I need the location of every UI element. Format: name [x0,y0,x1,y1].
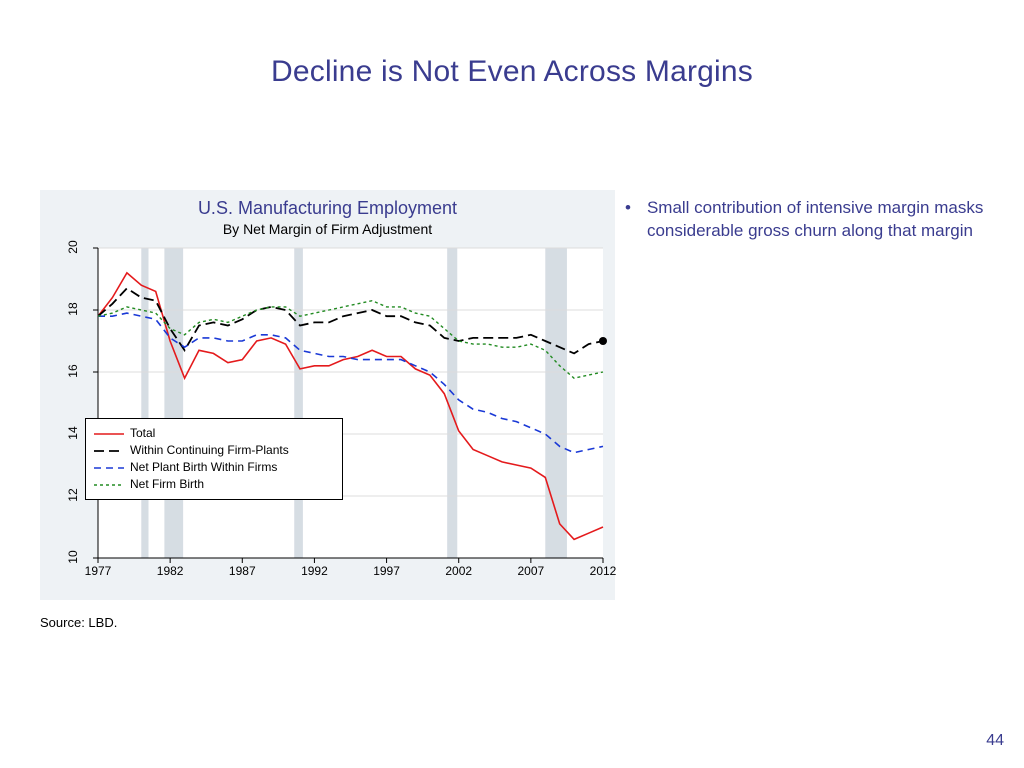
chart-subtitle: By Net Margin of Firm Adjustment [40,221,615,237]
y-tick-label: 14 [66,418,80,448]
slide-title: Decline is Not Even Across Margins [0,55,1024,89]
chart-title: U.S. Manufacturing Employment [40,198,615,219]
legend-label: Net Firm Birth [130,476,204,493]
plot-area [98,248,603,558]
chart-titles: U.S. Manufacturing Employment By Net Mar… [40,198,615,237]
chart-panel: U.S. Manufacturing Employment By Net Mar… [40,190,615,600]
legend-label: Within Continuing Firm-Plants [130,442,289,459]
x-tick-label: 1992 [301,564,328,578]
y-tick-label: 16 [66,356,80,386]
x-tick-label: 1977 [85,564,112,578]
y-tick-label: 12 [66,480,80,510]
legend-label: Total [130,425,155,442]
x-tick-label: 1982 [157,564,184,578]
bullet-list: • Small contribution of intensive margin… [625,197,995,243]
x-tick-label: 1987 [229,564,256,578]
legend-item: Within Continuing Firm-Plants [94,442,332,459]
legend-item: Net Firm Birth [94,476,332,493]
y-tick-label: 10 [66,542,80,572]
y-axis-ticks: 101214161820 [58,248,88,558]
chart-source: Source: LBD. [40,615,117,630]
x-tick-label: 2007 [517,564,544,578]
legend-item: Total [94,425,332,442]
x-tick-label: 2002 [445,564,472,578]
page-number: 44 [986,732,1004,750]
bullet-text: Small contribution of intensive margin m… [647,197,995,243]
bullet-marker-icon: • [625,197,631,243]
y-tick-label: 20 [66,232,80,262]
x-tick-label: 1997 [373,564,400,578]
legend: TotalWithin Continuing Firm-PlantsNet Pl… [85,418,343,500]
y-tick-label: 18 [66,294,80,324]
legend-label: Net Plant Birth Within Firms [130,459,277,476]
plot-svg [98,248,603,558]
legend-item: Net Plant Birth Within Firms [94,459,332,476]
x-axis-ticks: 19771982198719921997200220072012 [98,562,603,582]
x-tick-label: 2012 [590,564,617,578]
bullet-item: • Small contribution of intensive margin… [625,197,995,243]
